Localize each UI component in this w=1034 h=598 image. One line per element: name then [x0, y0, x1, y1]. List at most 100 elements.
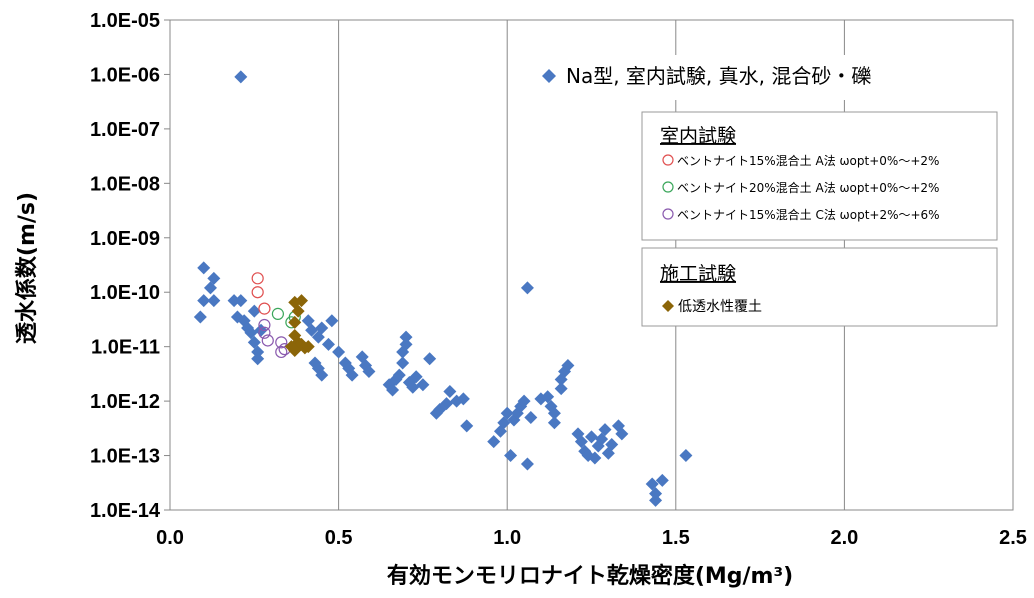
- x-axis-title: 有効モンモリロナイト乾燥密度(Mg/m³): [387, 563, 793, 589]
- data-point-series-4: [258, 326, 271, 339]
- data-point-series-1: [251, 345, 265, 359]
- main-legend-bg: [510, 55, 990, 100]
- data-point-series-1: [399, 337, 413, 351]
- data-point-series-1: [588, 451, 602, 465]
- main-legend-label: Na型, 室内試験, 真水, 混合砂・礫: [566, 64, 871, 88]
- data-point-series-1: [321, 337, 335, 351]
- data-point-series-5: [291, 304, 305, 318]
- data-point-series-1: [541, 390, 555, 404]
- data-points: [193, 70, 693, 507]
- data-point-series-1: [460, 419, 474, 433]
- legend-box-lab-title: 室内試験: [660, 125, 736, 147]
- data-point-series-1: [649, 493, 663, 507]
- data-point-series-1: [207, 271, 221, 285]
- legend-item-4-label: 低透水性覆土: [678, 299, 762, 315]
- data-point-series-1: [655, 473, 669, 487]
- data-point-series-1: [517, 394, 531, 408]
- y-tick-label: 1.0E-05: [90, 10, 160, 32]
- data-point-series-1: [332, 345, 346, 359]
- data-point-series-1: [520, 281, 534, 295]
- data-point-series-1: [396, 356, 410, 370]
- data-point-series-1: [345, 368, 359, 382]
- data-point-series-1: [406, 380, 420, 394]
- data-point-series-1: [386, 383, 400, 397]
- data-point-series-1: [679, 449, 693, 463]
- data-point-series-1: [520, 457, 534, 471]
- data-point-series-1: [547, 416, 561, 430]
- data-point-series-1: [197, 294, 211, 308]
- data-point-series-1: [392, 368, 406, 382]
- data-point-series-1: [409, 370, 423, 384]
- data-point-series-1: [487, 435, 501, 449]
- data-point-series-1: [207, 294, 221, 308]
- legend-item-1-label: ベントナイト15%混合土 A法 ωopt+0%～+2%: [677, 153, 939, 168]
- data-point-series-2: [258, 302, 271, 315]
- data-point-series-1: [598, 423, 612, 437]
- main-legend-marker: [542, 69, 556, 83]
- data-point-series-5: [295, 294, 309, 308]
- data-point-series-1: [305, 323, 319, 337]
- y-tick-label: 1.0E-08: [90, 173, 160, 195]
- y-tick-label: 1.0E-09: [90, 228, 160, 250]
- data-point-series-1: [500, 406, 514, 420]
- y-tick-label: 1.0E-12: [90, 391, 160, 413]
- legend-item-3-marker: [662, 208, 674, 220]
- data-point-series-1: [399, 330, 413, 344]
- data-point-series-1: [456, 392, 470, 406]
- data-point-series-5: [284, 340, 298, 354]
- data-point-series-1: [234, 70, 248, 84]
- legend-box-lab: 室内試験 ベントナイト15%混合土 A法 ωopt+0%～+2% ベントナイト2…: [641, 111, 998, 241]
- legend-item-2-marker: [662, 181, 674, 193]
- legend-item-1-marker: [662, 154, 674, 166]
- data-point-series-1: [649, 487, 663, 501]
- y-axis-ticks: 1.0E-05 1.0E-06 1.0E-07 1.0E-08 1.0E-09 1.0E-…: [90, 10, 170, 522]
- legend-item-2-label: ベントナイト20%混合土 A法 ωopt+0%～+2%: [677, 180, 939, 195]
- y-tick-label: 1.0E-11: [91, 337, 160, 359]
- data-point-series-1: [524, 411, 538, 425]
- data-point-series-4: [275, 336, 288, 349]
- data-point-series-4: [275, 345, 288, 359]
- x-tick-label: 2.5: [999, 527, 1027, 549]
- data-point-series-1: [561, 359, 575, 373]
- data-point-series-1: [504, 449, 518, 463]
- data-point-series-1: [615, 427, 629, 441]
- data-point-series-5: [301, 340, 315, 354]
- data-point-series-1: [244, 326, 258, 340]
- y-tick-label: 1.0E-10: [90, 282, 160, 304]
- data-point-series-1: [251, 352, 265, 366]
- legend-box-field-frame: [641, 247, 998, 327]
- main-legend: Na型, 室内試験, 真水, 混合砂・礫: [510, 55, 990, 100]
- x-tick-label: 0.0: [156, 527, 184, 549]
- y-axis-title: 透水係数(m/s): [14, 192, 40, 344]
- y-tick-label: 1.0E-13: [90, 446, 160, 468]
- x-tick-label: 0.5: [325, 527, 353, 549]
- data-point-series-1: [585, 430, 598, 444]
- data-point-series-5: [288, 315, 302, 329]
- x-tick-label: 1.5: [662, 527, 690, 549]
- data-point-series-1: [605, 437, 619, 451]
- data-point-series-1: [423, 352, 437, 366]
- data-point-series-1: [315, 321, 329, 335]
- legend-box-field: 施工試験 低透水性覆土: [641, 247, 998, 327]
- data-point-series-2: [251, 272, 264, 285]
- data-point-series-1: [416, 378, 430, 392]
- y-tick-label: 1.0E-07: [90, 119, 160, 141]
- legend-item-3-label: ベントナイト15%混合土 C法 ωopt+2%～+6%: [677, 207, 940, 222]
- data-point-series-1: [227, 294, 241, 308]
- data-point-series-1: [193, 310, 207, 324]
- x-tick-label: 1.0: [493, 527, 521, 549]
- legend-item-4-marker: [662, 300, 674, 312]
- data-point-series-1: [325, 314, 339, 328]
- x-tick-label: 2.0: [830, 527, 858, 549]
- data-point-series-1: [362, 364, 376, 378]
- data-point-series-1: [234, 294, 248, 308]
- data-point-series-1: [554, 382, 568, 396]
- data-point-series-4: [261, 334, 274, 347]
- x-axis-ticks: 0.0 0.5 1.0 1.5 2.0 2.5: [156, 527, 1027, 549]
- data-point-series-1: [197, 261, 211, 275]
- data-point-series-1: [440, 397, 454, 411]
- data-point-series-4: [258, 318, 271, 332]
- data-point-series-2: [251, 286, 264, 299]
- data-point-series-1: [247, 304, 261, 318]
